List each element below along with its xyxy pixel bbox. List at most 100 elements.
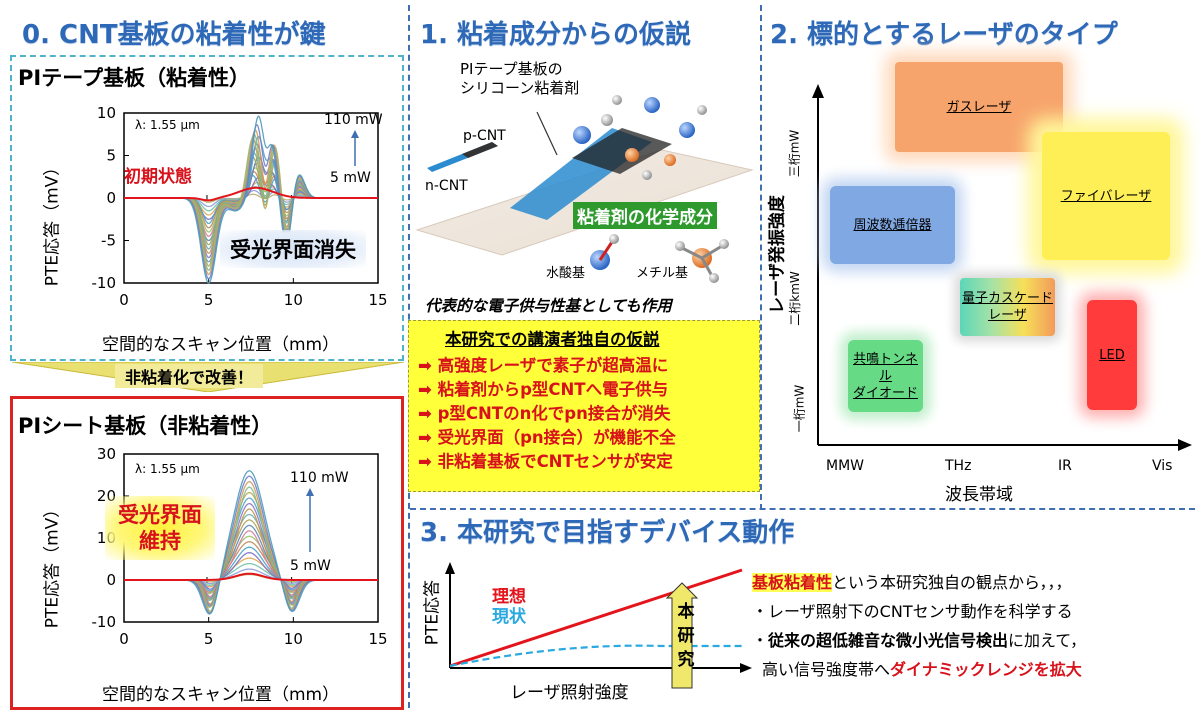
x-tick-label: 5	[204, 630, 214, 648]
laser-box-multiplier: 周波数逓倍器	[830, 186, 955, 264]
hypothesis-box	[408, 320, 760, 492]
device-chart-ylabel: PTE応答	[422, 579, 443, 646]
x-tick-label: 0	[119, 630, 129, 648]
plot-bottom-callout-line2: 維持	[139, 529, 181, 553]
scan-curve	[124, 568, 378, 585]
y-tick-label: 5	[106, 147, 116, 165]
low-noise-highlight: 従来の超低雑音な微小光信号検出	[768, 631, 1009, 650]
hydroxyl-label: 水酸基	[546, 266, 586, 281]
pointer-line	[536, 111, 558, 156]
plot-bottom-title: PIシート基板（非粘着性）	[18, 414, 273, 438]
research-label-char: 本	[677, 602, 695, 622]
laser-ytick-mid: 二桁kmW	[787, 271, 802, 326]
initial-curve	[124, 572, 378, 581]
chem-component-label: 粘着剤の化学成分	[573, 202, 717, 229]
y-tick-label: 10	[97, 104, 116, 122]
plot-bottom-chart: 0510153020100-10	[92, 445, 388, 648]
device-text: 基板粘着性という本研究独自の観点から，，， ・レーザ照射下のCNTセンサ動作を科…	[752, 568, 1086, 684]
section-0-title: 0. CNT基板の粘着性が鍵	[22, 20, 326, 50]
laser-box-qcl: 量子カスケード レーザ	[960, 278, 1055, 336]
plot-bottom-lambda: λ: 1.55 μm	[135, 462, 200, 476]
research-arrow-label: 本 研 究	[674, 600, 698, 672]
x-tick-label: 10	[284, 291, 303, 309]
plot-top-callout: 受光界面消失	[220, 230, 366, 268]
current-line	[449, 644, 742, 668]
cnt-chip-small-dark	[462, 142, 498, 158]
laser-xtick-vis: Vis	[1152, 458, 1173, 474]
plot-bottom-box	[10, 396, 404, 710]
p-cnt-label: p-CNT	[463, 128, 506, 144]
plot-top-initial-label: 初期状態	[124, 167, 192, 187]
x-tick-label: 15	[368, 630, 387, 648]
hypothesis-item: ➡ 粘着剤からp型CNTへ電子供与	[418, 380, 669, 399]
laser-box-qcl-line2: レーザ	[988, 308, 1027, 323]
plot-top-xlabel: 空間的なスキャン位置（mm）	[102, 335, 340, 355]
plot-bottom-xlabel: 空間的なスキャン位置（mm）	[102, 685, 340, 705]
laser-box-rtd-line2: ダイオード	[852, 385, 918, 401]
substrate-label-line2: シリコーン粘着剤	[460, 79, 580, 97]
laser-xtick-mmw: MMW	[826, 458, 865, 474]
hypothesis-item: ➡ 非粘着基板でCNTセンサが安定	[418, 452, 673, 471]
laser-box-rtd-line1: 共鳴トンネル	[853, 351, 918, 384]
laser-box-fiber: ファイバレーザ	[1042, 132, 1170, 260]
plot-bottom-power-arrow	[306, 488, 314, 552]
y-tick-label: 0	[106, 571, 116, 589]
plot-bottom-callout: 受光界面 維持	[105, 496, 215, 560]
y-tick-label: 0	[106, 189, 116, 207]
x-tick-label: 10	[284, 630, 303, 648]
plot-top-power-arrow	[351, 130, 359, 166]
plot-top-title: PIテープ基板（粘着性）	[18, 66, 250, 90]
laser-xtick-ir: IR	[1058, 458, 1072, 474]
research-label-char: 研	[677, 626, 695, 646]
laser-xtick-thz: THz	[945, 458, 972, 474]
plot-top-box	[10, 55, 404, 361]
plot-bottom-power-high: 110 mW	[290, 470, 349, 486]
y-tick-label: -10	[92, 613, 117, 631]
substrate-label: PIテープ基板の シリコーン粘着剤	[460, 60, 579, 98]
laser-chart-xlabel: 波長帯域	[945, 485, 1013, 505]
divider-horizontal	[410, 508, 1195, 510]
section-2-title: 2. 標的とするレーザのタイプ	[770, 20, 1118, 50]
improve-arrow-label: 非粘着化で改善！	[115, 364, 264, 388]
scan-curve	[124, 557, 378, 588]
n-cnt-label: n-CNT	[425, 178, 468, 194]
y-tick-label: -5	[101, 232, 116, 250]
current-label: 現状	[492, 607, 526, 627]
laser-box-gas: ガスレーザ	[895, 62, 1063, 152]
hypothesis-list: ➡ 高強度レーザで素子が超高温に ➡ 粘着剤からp型CNTへ電子供与 ➡ p型C…	[418, 352, 676, 472]
device-chart-xlabel: レーザ照射強度	[510, 683, 629, 703]
substrate-adhesion-highlight: 基板粘着性	[752, 573, 833, 592]
laser-box-led: LED	[1087, 300, 1137, 410]
x-tick-label: 0	[119, 291, 129, 309]
laser-box-qcl-line1: 量子カスケード	[961, 291, 1053, 306]
plot-bottom-ylabel: PTE応答（mV）	[42, 500, 63, 629]
plot-top-power-high: 110 mW	[324, 112, 383, 128]
cnt-film-dark	[572, 128, 672, 174]
section-1-title: 1. 粘着成分からの仮説	[420, 20, 692, 50]
laser-box-rtd: 共鳴トンネル ダイオード	[848, 340, 923, 412]
device-text-line4: 高い信号強度帯へダイナミックレンジを拡大	[762, 660, 1082, 679]
y-tick-label: 30	[97, 445, 116, 463]
dynamic-range-highlight: ダイナミックレンジを拡大	[890, 660, 1082, 679]
device-text-line3: ・従来の超低雑音な微小光信号検出に加えて，	[752, 631, 1087, 650]
device-text-line2: ・レーザ照射下のCNTセンサ動作を科学する	[752, 602, 1073, 621]
divider-mid	[760, 5, 762, 510]
laser-ytick-low: 一桁mW	[792, 384, 807, 433]
hypothesis-item: ➡ p型CNTのn化でpn接合が消失	[418, 404, 671, 423]
research-label-char: 究	[677, 650, 695, 670]
plot-top-power-low: 5 mW	[330, 170, 371, 186]
hypothesis-item: ➡ 受光界面（pn接合）が機能不全	[418, 428, 676, 447]
plot-bottom-power-low: 5 mW	[290, 558, 331, 574]
donor-caption: 代表的な電子供与性基としても作用	[425, 297, 672, 315]
hypothesis-title: 本研究での講演者独自の仮説	[445, 330, 660, 349]
plot-bottom-callout-line1: 受光界面	[118, 503, 202, 527]
y-tick-label: -10	[92, 274, 117, 292]
methyl-label: メチル基	[636, 266, 689, 281]
laser-chart-axes	[812, 84, 1192, 451]
plot-top-chart: 0 5 10 15 10 5 0 -5 -10	[92, 104, 388, 309]
laser-chart-ylabel: レーザ発振強度	[767, 195, 788, 314]
x-tick-label: 5	[204, 291, 214, 309]
x-tick-label: 15	[368, 291, 387, 309]
plot-top-ylabel: PTE応答（mV）	[42, 158, 63, 287]
research-arrow	[665, 582, 699, 689]
